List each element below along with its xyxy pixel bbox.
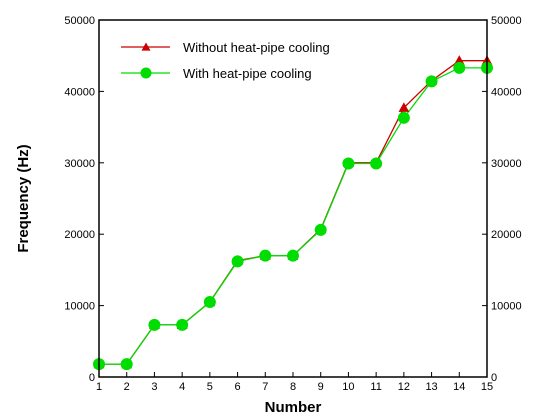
x-tick-label: 4 (179, 381, 185, 393)
legend: Without heat-pipe cooling With heat-pipe… (121, 40, 330, 81)
series-point-with (397, 111, 410, 124)
series-point-with (453, 61, 466, 74)
y-tick-label-right: 50000 (491, 15, 522, 27)
y-tick-label-left: 30000 (64, 158, 95, 170)
legend-label-without: Without heat-pipe cooling (183, 40, 330, 55)
series-point-with (370, 157, 383, 170)
y-tick-label-left: 20000 (64, 229, 95, 241)
y-tick-label-left: 0 (89, 372, 95, 384)
series-layer (93, 55, 493, 371)
legend-marker-with (140, 67, 152, 79)
series-point-with (342, 157, 355, 170)
x-axis-title: Number (265, 399, 322, 416)
y-axis-left: 0 10000 20000 30000 40000 50000 (64, 15, 104, 384)
x-tick-label: 12 (398, 381, 410, 393)
x-tick-label: 5 (207, 381, 213, 393)
x-tick-label: 13 (425, 381, 437, 393)
series-point-without (398, 102, 410, 112)
y-tick-label-left: 10000 (64, 301, 95, 313)
series-point-with (425, 75, 438, 88)
y-tick-label-right: 40000 (491, 86, 522, 98)
x-tick-label: 15 (481, 381, 493, 393)
series-point-with (314, 223, 327, 236)
y-axis-title: Frequency (Hz) (15, 144, 32, 252)
x-tick-label: 1 (96, 381, 102, 393)
x-tick-label: 3 (151, 381, 157, 393)
series-point-with (231, 255, 244, 268)
series-point-with (176, 318, 189, 331)
x-tick-label: 7 (262, 381, 268, 393)
x-tick-label: 11 (370, 381, 381, 393)
series-point-with (148, 318, 161, 331)
series-point-with (120, 358, 133, 371)
x-tick-label: 6 (235, 381, 241, 393)
x-tick-label: 9 (318, 381, 324, 393)
x-tick-label: 2 (124, 381, 130, 393)
y-axis-right: 0 10000 20000 30000 40000 50000 (482, 15, 522, 384)
legend-marker-without (141, 42, 151, 51)
legend-label-with: With heat-pipe cooling (183, 66, 312, 81)
series-point-with (287, 249, 299, 262)
series-point-with (259, 249, 272, 262)
y-tick-label-right: 10000 (491, 301, 522, 313)
y-tick-label-right: 20000 (491, 229, 522, 241)
y-tick-label-left: 50000 (64, 15, 95, 27)
y-tick-label-right: 30000 (491, 158, 522, 170)
x-tick-label: 14 (453, 381, 465, 393)
x-tick-label: 10 (342, 381, 354, 393)
x-tick-label: 8 (290, 381, 296, 393)
y-tick-label-right: 0 (491, 372, 497, 384)
series-point-with (203, 296, 216, 309)
series-line-0 (99, 60, 487, 365)
plot-frame (98, 19, 488, 378)
y-tick-label-left: 40000 (64, 86, 95, 98)
x-axis: 1 2 3 4 5 6 7 8 9 10 11 12 13 14 15 (96, 372, 493, 393)
